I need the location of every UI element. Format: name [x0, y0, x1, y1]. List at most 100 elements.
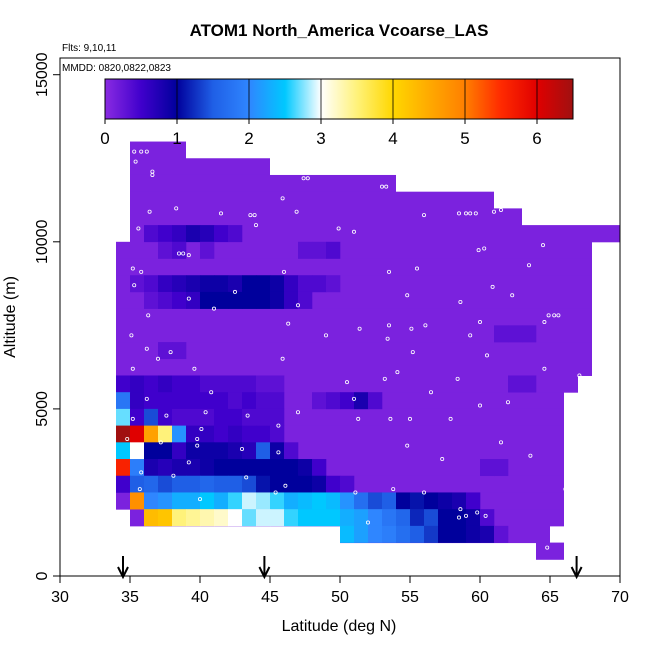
data-bin [200, 241, 215, 259]
data-bin [256, 392, 271, 410]
data-bin [452, 492, 467, 510]
data-bin [326, 475, 341, 493]
background-bin [116, 358, 592, 376]
data-bin [326, 241, 341, 259]
data-bin [270, 475, 285, 493]
data-bin [214, 291, 229, 309]
data-bin [130, 275, 145, 293]
sample-point [132, 149, 137, 154]
sample-point [125, 436, 130, 441]
data-bin [270, 492, 285, 510]
data-bin [228, 442, 243, 460]
data-bin [256, 425, 271, 443]
sample-point [484, 353, 489, 358]
sample-point [144, 346, 149, 351]
arrow-head [570, 566, 583, 580]
data-bin [228, 375, 243, 393]
data-bin [200, 275, 215, 293]
data-bin [144, 408, 159, 426]
data-bin [410, 492, 425, 510]
sample-point [357, 326, 362, 331]
sample-point [386, 269, 391, 274]
sample-point [456, 515, 461, 520]
data-bin [242, 291, 257, 309]
data-bin [144, 375, 159, 393]
sample-point [414, 266, 419, 271]
sample-point [542, 366, 547, 371]
y-tick-label: 15000 [34, 52, 51, 97]
data-bin [326, 509, 341, 527]
sample-point [541, 243, 546, 248]
data-bin [396, 509, 411, 527]
data-bin [214, 225, 229, 243]
data-bin [382, 492, 397, 510]
sample-point [365, 520, 370, 525]
data-bin [186, 475, 201, 493]
sample-point [379, 184, 384, 189]
sample-point [456, 211, 461, 216]
data-bin [256, 509, 271, 527]
sample-point [356, 416, 361, 421]
data-bin [256, 492, 271, 510]
data-bin [172, 459, 187, 477]
data-bin [200, 475, 215, 493]
sample-point [577, 373, 582, 378]
data-bin [298, 275, 313, 293]
colorbar-tick-label: 2 [244, 129, 253, 148]
background-bin [130, 141, 186, 159]
sample-point [473, 211, 478, 216]
data-bin [200, 392, 215, 410]
data-bin [480, 459, 495, 477]
sample-point [132, 283, 137, 288]
sample-point [203, 410, 208, 415]
colorbar-tick-label: 0 [100, 129, 109, 148]
data-bin [326, 392, 341, 410]
x-axis: 30 35 40 45 50 55 60 65 70 [51, 576, 629, 606]
data-bin [116, 392, 131, 410]
x-tick-label: 45 [261, 589, 279, 606]
data-bin [522, 325, 537, 343]
sample-point [144, 149, 149, 154]
sample-point [181, 251, 186, 256]
sample-point [158, 440, 163, 445]
data-bin [186, 442, 201, 460]
sample-point [455, 376, 460, 381]
sample-point [129, 333, 134, 338]
sample-point [440, 457, 445, 462]
data-bin [368, 525, 383, 543]
data-bin [172, 442, 187, 460]
sample-point [344, 380, 349, 385]
sample-point [209, 390, 214, 395]
background-bin [130, 191, 494, 209]
data-bin [158, 459, 173, 477]
data-bin [242, 492, 257, 510]
sample-point [407, 416, 412, 421]
sample-point [384, 184, 389, 189]
data-bin [242, 509, 257, 527]
data-bin [186, 425, 201, 443]
data-bin [214, 408, 229, 426]
sample-points [125, 149, 593, 550]
data-bin [410, 525, 425, 543]
data-bin [298, 291, 313, 309]
sample-point [405, 443, 410, 448]
sample-point [386, 323, 391, 328]
data-bin [172, 275, 187, 293]
data-bin [284, 509, 299, 527]
background-bin [130, 208, 522, 226]
sample-point [197, 497, 202, 502]
background-bin [130, 158, 270, 176]
sample-point [475, 510, 480, 515]
sample-point [147, 209, 152, 214]
data-bin [130, 459, 145, 477]
data-bin [116, 425, 131, 443]
sample-point [276, 450, 281, 455]
data-bin [214, 459, 229, 477]
data-bin [158, 275, 173, 293]
x-tick-label: 50 [331, 589, 349, 606]
colorbar: 0 1 2 3 4 5 6 [100, 78, 574, 148]
data-bin [200, 425, 215, 443]
data-bin [130, 425, 145, 443]
data-bin [144, 475, 159, 493]
sample-point [186, 253, 191, 258]
